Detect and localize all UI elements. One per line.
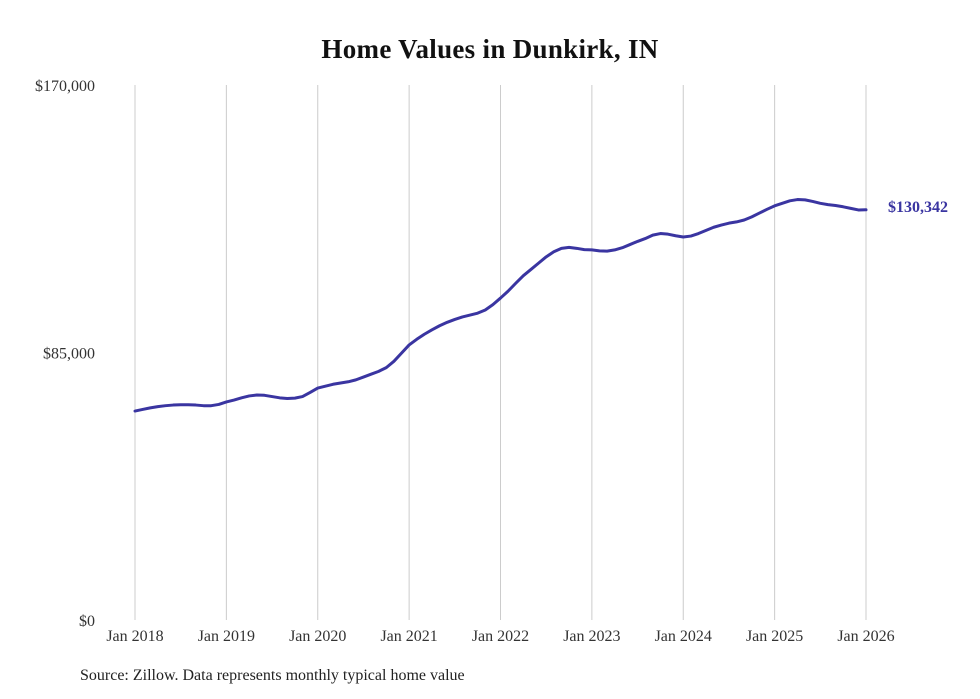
x-axis-tick-label: Jan 2021 — [380, 628, 437, 645]
x-axis-tick-label: Jan 2023 — [563, 628, 620, 645]
y-axis-tick-label: $85,000 — [43, 346, 95, 363]
chart-title: Home Values in Dunkirk, IN — [321, 34, 659, 64]
x-axis-tick-label: Jan 2022 — [472, 628, 529, 645]
x-axis-tick-label: Jan 2024 — [655, 628, 712, 645]
end-value-label: $130,342 — [888, 198, 948, 216]
x-axis-tick-label: Jan 2025 — [746, 628, 803, 645]
x-axis-tick-label: Jan 2020 — [289, 628, 346, 645]
y-axis-tick-label: $170,000 — [35, 78, 95, 95]
source-note: Source: Zillow. Data represents monthly … — [80, 667, 465, 684]
home-value-line — [133, 198, 868, 413]
x-axis-tick-label: Jan 2018 — [106, 628, 163, 645]
x-axis-tick-label: Jan 2026 — [837, 628, 894, 645]
x-axis-tick-label: Jan 2019 — [198, 628, 255, 645]
y-axis-tick-label: $0 — [79, 613, 95, 630]
